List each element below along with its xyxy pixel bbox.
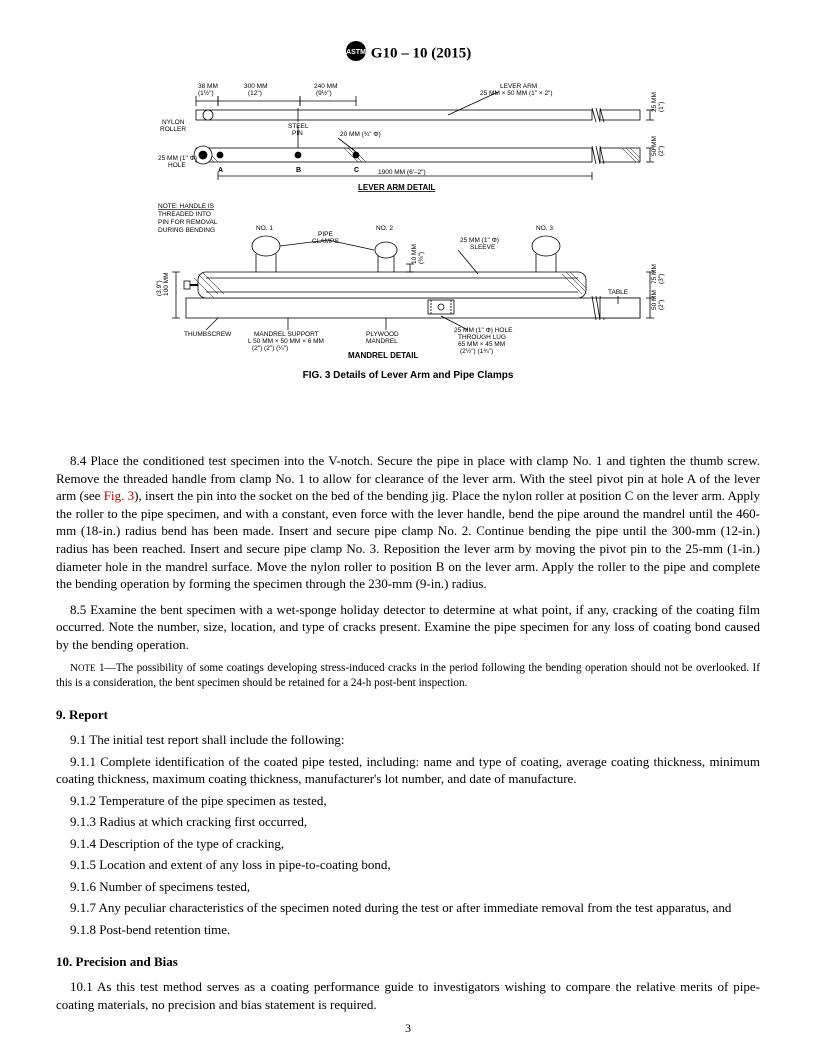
- svg-text:LEVER ARM: LEVER ARM: [500, 83, 537, 90]
- svg-text:B: B: [296, 167, 301, 174]
- svg-text:ASTM: ASTM: [346, 49, 366, 56]
- svg-text:240 MM: 240 MM: [314, 83, 337, 90]
- astm-logo: ASTM: [345, 40, 367, 68]
- svg-text:NO. 3: NO. 3: [536, 225, 553, 232]
- svg-text:STEEL: STEEL: [288, 123, 309, 130]
- svg-text:25 MM: 25 MM: [651, 92, 658, 112]
- svg-text:25 MM × 50 MM (1" × 2"): 25 MM × 50 MM (1" × 2"): [480, 90, 553, 97]
- item-9-1-4: 9.1.4 Description of the type of crackin…: [56, 835, 760, 853]
- figure-caption: FIG. 3 Details of Lever Arm and Pipe Cla…: [148, 369, 668, 383]
- svg-text:65 MM × 45 MM: 65 MM × 45 MM: [458, 341, 505, 348]
- svg-text:25 MM (1" Φ) HOLE: 25 MM (1" Φ) HOLE: [454, 327, 513, 334]
- svg-text:(12"): (12"): [248, 90, 262, 97]
- svg-text:THROUGH LUG: THROUGH LUG: [458, 334, 506, 341]
- item-9-1-5: 9.1.5 Location and extent of any loss in…: [56, 856, 760, 874]
- svg-text:HOLE: HOLE: [168, 162, 186, 169]
- para-8-4: 8.4 Place the conditioned test specimen …: [56, 452, 760, 592]
- page-number: 3: [0, 1020, 816, 1036]
- svg-text:PIPE: PIPE: [318, 231, 333, 238]
- svg-text:(1"): (1"): [658, 102, 665, 112]
- svg-text:NYLON: NYLON: [162, 119, 185, 126]
- svg-text:THREADED INTO: THREADED INTO: [158, 211, 211, 218]
- svg-text:(⅜"): (⅜"): [418, 252, 425, 264]
- section-10-heading: 10. Precision and Bias: [56, 953, 760, 971]
- item-9-1: 9.1 The initial test report shall includ…: [56, 731, 760, 749]
- item-9-1-7: 9.1.7 Any peculiar characteristics of th…: [56, 899, 760, 917]
- svg-text:PIN FOR REMOVAL: PIN FOR REMOVAL: [158, 219, 218, 226]
- svg-text:(2"): (2"): [658, 300, 665, 310]
- svg-text:(1½"): (1½"): [198, 89, 214, 97]
- svg-text:(3"): (3"): [658, 274, 665, 284]
- designation-text: G10 – 10 (2015): [371, 46, 471, 62]
- svg-text:NO. 1: NO. 1: [256, 225, 273, 232]
- para-10-1: 10.1 As this test method serves as a coa…: [56, 978, 760, 1013]
- svg-text:50 MM: 50 MM: [651, 136, 658, 156]
- svg-text:(2") (2") (¼"): (2") (2") (¼"): [252, 345, 288, 352]
- para-8-5: 8.5 Examine the bent specimen with a wet…: [56, 601, 760, 654]
- svg-text:25 MM (1" Φ): 25 MM (1" Φ): [460, 237, 499, 244]
- svg-text:PIN: PIN: [292, 130, 303, 137]
- svg-text:CLAMPS: CLAMPS: [312, 238, 339, 245]
- item-9-1-6: 9.1.6 Number of specimens tested,: [56, 878, 760, 896]
- svg-text:25 MM (1" Φ): 25 MM (1" Φ): [158, 155, 197, 162]
- svg-text:A: A: [218, 167, 223, 174]
- svg-text:38 MM: 38 MM: [198, 83, 218, 90]
- svg-text:C: C: [354, 167, 359, 174]
- note-1: NOTE NOTE 1—The possibility of some coat…: [56, 661, 760, 691]
- svg-text:75 MM: 75 MM: [651, 264, 658, 284]
- svg-text:DURING BENDING: DURING BENDING: [158, 227, 215, 234]
- svg-text:MANDREL SUPPORT: MANDREL SUPPORT: [254, 331, 319, 338]
- svg-text:L 50 MM × 50 MM × 6 MM: L 50 MM × 50 MM × 6 MM: [248, 338, 324, 345]
- svg-text:TABLE: TABLE: [608, 289, 629, 296]
- item-9-1-2: 9.1.2 Temperature of the pipe specimen a…: [56, 792, 760, 810]
- svg-text:1900 MM (6'–2"): 1900 MM (6'–2"): [378, 169, 426, 176]
- svg-text:MANDREL DETAIL: MANDREL DETAIL: [348, 351, 418, 358]
- svg-text:10 MM: 10 MM: [411, 244, 418, 264]
- svg-text:(9½"): (9½"): [316, 89, 332, 97]
- svg-text:20 MM (¾" Φ): 20 MM (¾" Φ): [340, 131, 381, 138]
- svg-text:PLYWOOD: PLYWOOD: [366, 331, 399, 338]
- item-9-1-8: 9.1.8 Post-bend retention time.: [56, 921, 760, 939]
- svg-text:(2½") (1¾"): (2½") (1¾"): [460, 347, 493, 355]
- item-9-1-3: 9.1.3 Radius at which cracking first occ…: [56, 813, 760, 831]
- page-header: ASTM G10 – 10 (2015): [56, 40, 760, 68]
- svg-text:LEVER ARM DETAIL: LEVER ARM DETAIL: [358, 183, 435, 192]
- figref-3: Fig. 3: [104, 488, 134, 503]
- svg-text:50 MM: 50 MM: [651, 290, 658, 310]
- svg-text:300 MM: 300 MM: [244, 83, 267, 90]
- svg-text:NO. 2: NO. 2: [376, 225, 393, 232]
- item-9-1-1: 9.1.1 Complete identification of the coa…: [56, 753, 760, 788]
- svg-text:SLEEVE: SLEEVE: [470, 244, 496, 251]
- figure-3: 38 MM (1½") 300 MM (12") 240 MM (9½") LE…: [148, 78, 668, 382]
- svg-text:100 MM: 100 MM: [163, 273, 170, 296]
- svg-text:MANDREL: MANDREL: [366, 338, 398, 345]
- svg-text:ROLLER: ROLLER: [160, 126, 186, 133]
- svg-text:THUMBSCREW: THUMBSCREW: [184, 331, 232, 338]
- section-9-heading: 9. Report: [56, 706, 760, 724]
- svg-text:(2"): (2"): [658, 146, 665, 156]
- svg-text:NOTE: HANDLE IS: NOTE: HANDLE IS: [158, 203, 215, 210]
- svg-text:(3.9"): (3.9"): [156, 281, 163, 297]
